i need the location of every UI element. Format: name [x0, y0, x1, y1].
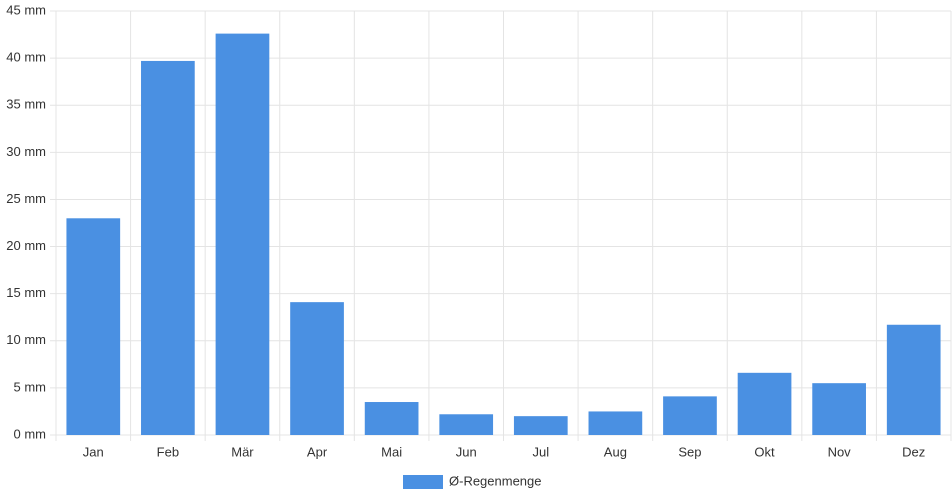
y-tick-label: 40 mm [6, 50, 46, 65]
x-tick-label: Jul [532, 444, 549, 459]
y-tick-label: 0 mm [14, 426, 47, 441]
x-tick-label: Dez [902, 444, 925, 459]
x-tick-label: Feb [157, 444, 179, 459]
y-tick-label: 35 mm [6, 97, 46, 112]
y-tick-label: 20 mm [6, 238, 46, 253]
y-tick-label: 25 mm [6, 191, 46, 206]
bar [513, 416, 568, 435]
bar [812, 383, 866, 435]
bar [588, 411, 643, 435]
x-tick-label: Mai [381, 444, 402, 459]
y-tick-label: 45 mm [6, 2, 46, 17]
y-tick-label: 15 mm [6, 285, 46, 300]
bar [886, 324, 941, 435]
x-tick-label: Sep [678, 444, 701, 459]
legend-swatch [403, 475, 443, 489]
x-tick-label: Jan [83, 444, 104, 459]
bar [141, 60, 195, 436]
x-tick-label: Jun [456, 444, 477, 459]
bar [439, 414, 494, 435]
x-tick-label: Apr [307, 444, 328, 459]
x-tick-label: Nov [828, 444, 852, 459]
bar [737, 372, 792, 435]
bar [66, 218, 121, 435]
bar [290, 302, 344, 435]
x-tick-label: Okt [754, 444, 775, 459]
y-tick-label: 10 mm [6, 332, 46, 347]
bar [215, 33, 270, 435]
x-tick-label: Mär [231, 444, 254, 459]
bar [663, 396, 717, 435]
bar [364, 402, 419, 435]
y-tick-label: 5 mm [14, 379, 47, 394]
y-tick-label: 30 mm [6, 144, 46, 159]
legend-label: Ø-Regenmenge [449, 473, 542, 488]
x-tick-label: Aug [604, 444, 627, 459]
